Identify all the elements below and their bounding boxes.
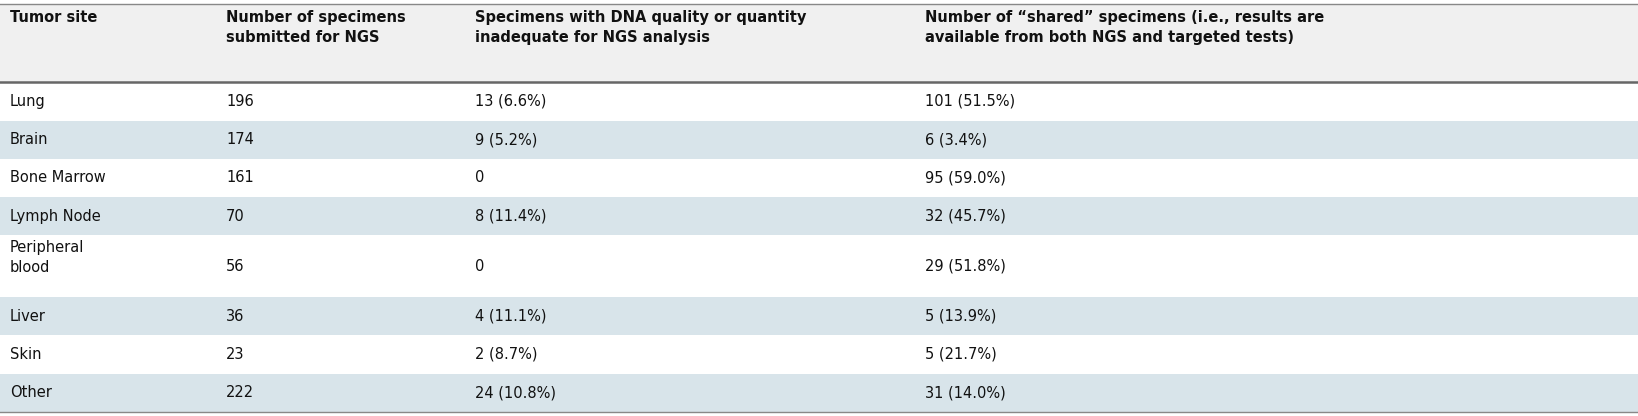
Text: Lung: Lung xyxy=(10,94,46,109)
Text: 24 (10.8%): 24 (10.8%) xyxy=(475,385,555,400)
Text: Lymph Node: Lymph Node xyxy=(10,209,100,224)
Text: 70: 70 xyxy=(226,209,244,224)
Text: 36: 36 xyxy=(226,309,244,324)
Text: Tumor site: Tumor site xyxy=(10,10,97,25)
Bar xyxy=(0,297,1638,335)
Text: Bone Marrow: Bone Marrow xyxy=(10,171,105,186)
Text: 101 (51.5%): 101 (51.5%) xyxy=(925,94,1016,109)
Text: Liver: Liver xyxy=(10,309,46,324)
Text: 196: 196 xyxy=(226,94,254,109)
Text: Number of “shared” specimens (i.e., results are
available from both NGS and targ: Number of “shared” specimens (i.e., resu… xyxy=(925,10,1325,45)
Text: Number of specimens
submitted for NGS: Number of specimens submitted for NGS xyxy=(226,10,406,45)
Text: 8 (11.4%): 8 (11.4%) xyxy=(475,209,547,224)
Text: 4 (11.1%): 4 (11.1%) xyxy=(475,309,547,324)
Text: 5 (21.7%): 5 (21.7%) xyxy=(925,347,998,362)
Text: Brain: Brain xyxy=(10,132,49,147)
Text: 174: 174 xyxy=(226,132,254,147)
Text: 0: 0 xyxy=(475,259,485,274)
Text: 13 (6.6%): 13 (6.6%) xyxy=(475,94,547,109)
Bar xyxy=(0,335,1638,374)
Text: Other: Other xyxy=(10,385,52,400)
Text: 31 (14.0%): 31 (14.0%) xyxy=(925,385,1006,400)
Text: Skin: Skin xyxy=(10,347,41,362)
Text: Specimens with DNA quality or quantity
inadequate for NGS analysis: Specimens with DNA quality or quantity i… xyxy=(475,10,806,45)
Bar xyxy=(0,235,1638,297)
Bar xyxy=(0,374,1638,412)
Bar xyxy=(0,159,1638,197)
Bar xyxy=(0,4,1638,82)
Text: 222: 222 xyxy=(226,385,254,400)
Text: Peripheral
blood: Peripheral blood xyxy=(10,240,84,275)
Text: 0: 0 xyxy=(475,171,485,186)
Text: 9 (5.2%): 9 (5.2%) xyxy=(475,132,537,147)
Bar xyxy=(0,82,1638,121)
Text: 32 (45.7%): 32 (45.7%) xyxy=(925,209,1006,224)
Text: 5 (13.9%): 5 (13.9%) xyxy=(925,309,998,324)
Text: 23: 23 xyxy=(226,347,244,362)
Text: 2 (8.7%): 2 (8.7%) xyxy=(475,347,537,362)
Bar xyxy=(0,121,1638,159)
Text: 6 (3.4%): 6 (3.4%) xyxy=(925,132,988,147)
Bar xyxy=(0,197,1638,235)
Text: 95 (59.0%): 95 (59.0%) xyxy=(925,171,1006,186)
Text: 161: 161 xyxy=(226,171,254,186)
Text: 29 (51.8%): 29 (51.8%) xyxy=(925,259,1006,274)
Text: 56: 56 xyxy=(226,259,244,274)
